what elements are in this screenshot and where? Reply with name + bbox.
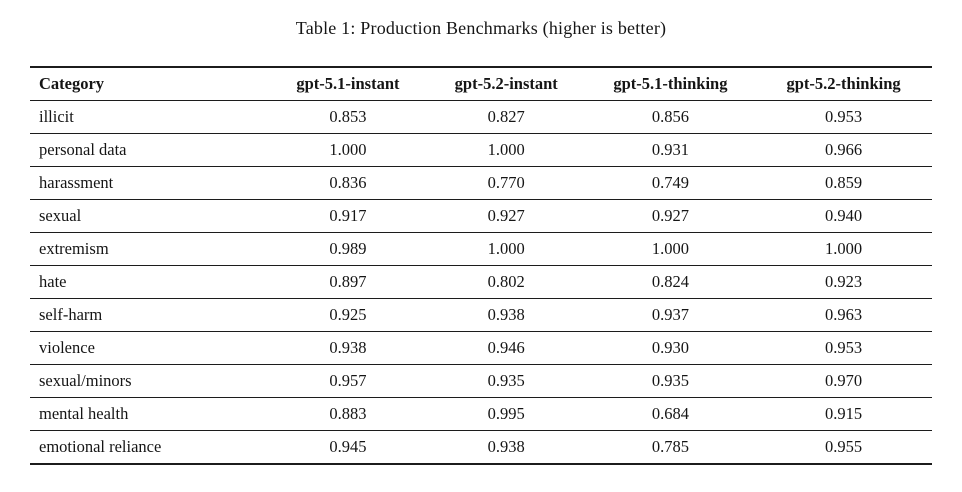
table-row: self-harm 0.925 0.938 0.937 0.963 (30, 299, 932, 332)
score-cell: 0.883 (329, 404, 367, 423)
score-cell: 0.938 (487, 437, 525, 456)
score-cell: 0.955 (825, 437, 863, 456)
category-cell: illicit (39, 107, 74, 126)
score-cell: 0.927 (487, 206, 525, 225)
table-row: violence 0.938 0.946 0.930 0.953 (30, 332, 932, 365)
score-cell: 0.897 (329, 272, 367, 291)
score-cell: 0.945 (329, 437, 367, 456)
score-cell: 1.000 (825, 239, 863, 258)
table-row: mental health 0.883 0.995 0.684 0.915 (30, 398, 932, 431)
score-cell: 0.684 (651, 404, 689, 423)
table-header: Category gpt-5.1-instant gpt-5.2-instant gp… (30, 67, 932, 101)
column-header-model: gpt-5.1-thinking (613, 74, 728, 93)
table-row: illicit 0.853 0.827 0.856 0.953 (30, 101, 932, 134)
benchmarks-table: Category gpt-5.1-instant gpt-5.2-instant gp… (30, 66, 932, 465)
score-cell: 1.000 (329, 140, 367, 159)
score-cell: 0.931 (651, 140, 689, 159)
score-cell: 0.963 (825, 305, 863, 324)
score-cell: 0.995 (487, 404, 525, 423)
score-cell: 0.917 (329, 206, 367, 225)
score-cell: 0.938 (329, 338, 367, 357)
category-cell: self-harm (39, 305, 103, 324)
score-cell: 0.770 (487, 173, 525, 192)
score-cell: 0.927 (651, 206, 689, 225)
category-cell: emotional reliance (39, 437, 162, 456)
column-header-model: gpt-5.2-instant (454, 74, 558, 93)
score-cell: 0.785 (651, 437, 689, 456)
category-cell: harassment (39, 173, 114, 192)
score-cell: 0.989 (329, 239, 367, 258)
score-cell: 0.749 (651, 173, 689, 192)
score-cell: 0.940 (825, 206, 863, 225)
category-cell: extremism (39, 239, 109, 258)
score-cell: 0.946 (487, 338, 525, 357)
score-cell: 0.802 (487, 272, 525, 291)
score-cell: 0.853 (329, 107, 367, 126)
score-cell: 0.824 (651, 272, 689, 291)
score-cell: 0.859 (825, 173, 863, 192)
score-cell: 1.000 (487, 239, 525, 258)
column-header-model: gpt-5.2-thinking (786, 74, 901, 93)
score-cell: 0.856 (651, 107, 689, 126)
header-row: Category gpt-5.1-instant gpt-5.2-instant gp… (30, 67, 932, 101)
score-cell: 1.000 (487, 140, 525, 159)
table-row: sexual 0.917 0.927 0.927 0.940 (30, 200, 932, 233)
score-cell: 0.925 (329, 305, 367, 324)
score-cell: 0.923 (825, 272, 863, 291)
score-cell: 0.938 (487, 305, 525, 324)
table-body: illicit 0.853 0.827 0.856 0.953 personal data… (30, 101, 932, 464)
category-cell: sexual/minors (39, 371, 132, 390)
category-cell: violence (39, 338, 95, 357)
category-cell: personal data (39, 140, 127, 159)
table-caption: Table 1: Production Benchmarks (higher i… (295, 18, 667, 38)
table-row: harassment 0.836 0.770 0.749 0.859 (30, 167, 932, 200)
score-cell: 0.836 (329, 173, 367, 192)
table-row: hate 0.897 0.802 0.824 0.923 (30, 266, 932, 299)
paper-page: Table 1: Production Benchmarks (higher i… (0, 15, 962, 465)
score-cell: 0.915 (825, 404, 863, 423)
score-cell: 0.935 (651, 371, 689, 390)
column-header-category: Category (39, 74, 105, 93)
category-cell: sexual (39, 206, 82, 225)
score-cell: 0.966 (825, 140, 863, 159)
category-cell: hate (39, 272, 67, 291)
table-row: sexual/minors 0.957 0.935 0.935 0.970 (30, 365, 932, 398)
score-cell: 0.930 (651, 338, 689, 357)
category-cell: mental health (39, 404, 129, 423)
score-cell: 0.935 (487, 371, 525, 390)
table-row: extremism 0.989 1.000 1.000 1.000 (30, 233, 932, 266)
score-cell: 0.957 (329, 371, 367, 390)
score-cell: 0.970 (825, 371, 863, 390)
score-cell: 1.000 (651, 239, 689, 258)
score-cell: 0.953 (825, 338, 863, 357)
score-cell: 0.827 (487, 107, 525, 126)
table-row: personal data 1.000 1.000 0.931 0.966 (30, 134, 932, 167)
score-cell: 0.937 (651, 305, 689, 324)
table-row: emotional reliance 0.945 0.938 0.785 0.955 (30, 431, 932, 464)
column-header-model: gpt-5.1-instant (296, 74, 400, 93)
score-cell: 0.953 (825, 107, 863, 126)
